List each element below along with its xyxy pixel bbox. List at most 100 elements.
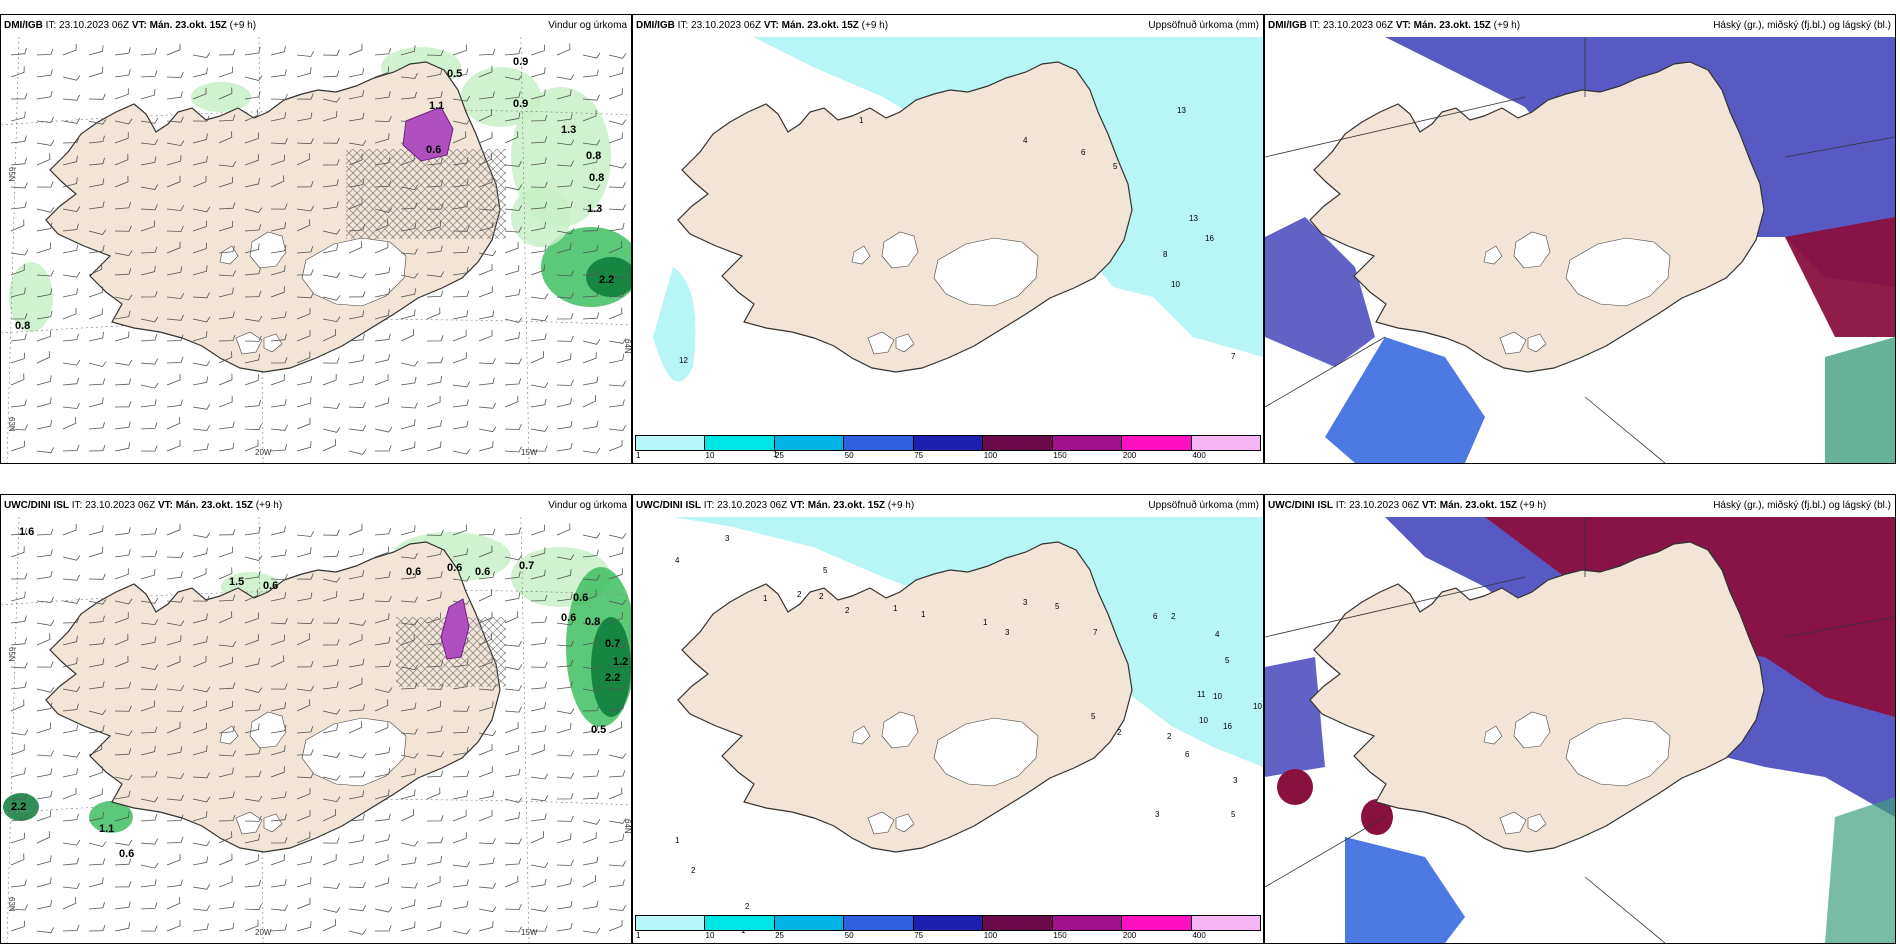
wind-barb <box>88 858 106 866</box>
wind-barb <box>530 878 547 888</box>
wind-barb <box>296 441 312 452</box>
wind-barb <box>296 205 315 212</box>
wind-barb <box>10 219 25 232</box>
wind-barb <box>452 928 471 935</box>
wind-barb <box>114 730 133 737</box>
wind-barb <box>426 356 444 364</box>
wind-barb <box>166 635 182 646</box>
wind-barb <box>218 725 235 734</box>
wind-barb <box>322 329 337 342</box>
wind-barb <box>88 599 107 605</box>
wind-barb <box>582 268 600 276</box>
wind-barb <box>62 813 79 822</box>
wind-barb <box>296 93 314 100</box>
wind-barb <box>192 425 211 432</box>
wind-barb <box>62 574 80 581</box>
precip-colorbar: 1 10 25 50 75 100 150 200 400 <box>635 915 1261 941</box>
colorbar-label: 200 <box>1122 451 1137 460</box>
wind-barb <box>244 612 259 624</box>
colorbar-label: 75 <box>914 451 924 460</box>
accum-value-label: 4 <box>1215 630 1220 639</box>
wind-barb <box>114 225 132 232</box>
glacier <box>1513 711 1551 749</box>
wind-barb <box>140 156 157 166</box>
wind-barb <box>582 184 601 191</box>
wind-barb <box>244 353 260 364</box>
wind-barb <box>348 771 366 778</box>
wind-barb <box>36 222 53 232</box>
wind-barb <box>88 901 105 910</box>
wind-barb <box>452 310 469 320</box>
map-area: 4 3 5 1 2 2 2 1 1 1 3 3 5 7 6 2 4 5 11 10 10 16 10 5 2 2 6 3 3 1 2 2 1 5 <box>633 517 1263 943</box>
wind-barb <box>452 68 469 78</box>
wind-barb <box>296 661 314 668</box>
wind-barb <box>582 69 599 78</box>
wind-barb <box>582 856 599 866</box>
wind-barb <box>530 744 545 756</box>
wind-barb <box>478 176 493 188</box>
panel-header: UWC/DINI ISL IT: 23.10.2023 06Z VT: Mán.… <box>633 495 1263 517</box>
wind-barb <box>10 920 25 932</box>
wind-barb <box>218 245 235 254</box>
precip-value-label: 1.3 <box>561 124 576 136</box>
wind-barb <box>348 752 367 759</box>
wind-barb <box>36 90 53 100</box>
wind-barb <box>530 89 546 100</box>
wind-barb <box>270 655 285 668</box>
wind-barb <box>556 708 575 715</box>
wind-barb <box>244 335 262 342</box>
wind-barb <box>426 660 444 668</box>
wind-barb <box>400 402 418 409</box>
wind-barb <box>478 611 493 624</box>
wind-barb <box>452 246 470 254</box>
wind-barb <box>296 592 313 602</box>
wind-barb <box>10 662 28 669</box>
wind-barb <box>270 683 288 690</box>
wind-barb <box>296 138 314 145</box>
accum-value-label: 3 <box>1023 598 1028 607</box>
wind-barb <box>88 229 107 235</box>
wind-barb <box>296 292 314 299</box>
wind-barb <box>140 569 156 580</box>
wind-barb <box>322 110 338 122</box>
wind-barb <box>374 133 390 144</box>
wind-barb <box>478 48 496 56</box>
wind-barb <box>582 395 597 408</box>
wind-barb <box>504 685 523 691</box>
wind-barb <box>296 67 312 78</box>
wind-barb <box>244 904 262 911</box>
wind-barb <box>166 439 181 452</box>
wind-barb <box>140 597 159 604</box>
glacier <box>895 813 915 833</box>
wind-barb <box>166 721 181 734</box>
wind-barb <box>348 834 365 844</box>
wind-barb <box>374 854 389 866</box>
colorbar-swatch <box>774 436 845 450</box>
wind-barb <box>296 699 311 712</box>
precip-value-label: 0.6 <box>263 580 278 592</box>
wind-barb <box>62 288 78 298</box>
axis-label: 20W <box>255 928 272 937</box>
wind-barb <box>400 664 419 671</box>
wind-barb <box>114 527 131 536</box>
wind-barb <box>374 91 391 100</box>
wind-barb <box>348 68 365 78</box>
wind-barb <box>218 421 235 430</box>
wind-barb <box>400 441 416 452</box>
wind-barb <box>582 900 599 910</box>
wind-barb <box>270 357 288 364</box>
colorbar-swatch <box>705 436 775 450</box>
wind-barb <box>478 91 495 100</box>
wind-barb <box>348 882 366 889</box>
wind-barb <box>296 856 313 866</box>
init-time: IT: 23.10.2023 06Z <box>703 500 788 511</box>
wind-barb <box>192 360 211 367</box>
precip-value-label: 0.7 <box>519 560 534 572</box>
wind-barb <box>348 523 363 536</box>
wind-barb <box>218 202 236 210</box>
colorbar-swatch <box>913 916 984 930</box>
wind-barb <box>530 773 549 780</box>
wind-barb <box>582 664 601 671</box>
wind-barb <box>374 789 390 800</box>
wind-barb <box>270 175 285 188</box>
